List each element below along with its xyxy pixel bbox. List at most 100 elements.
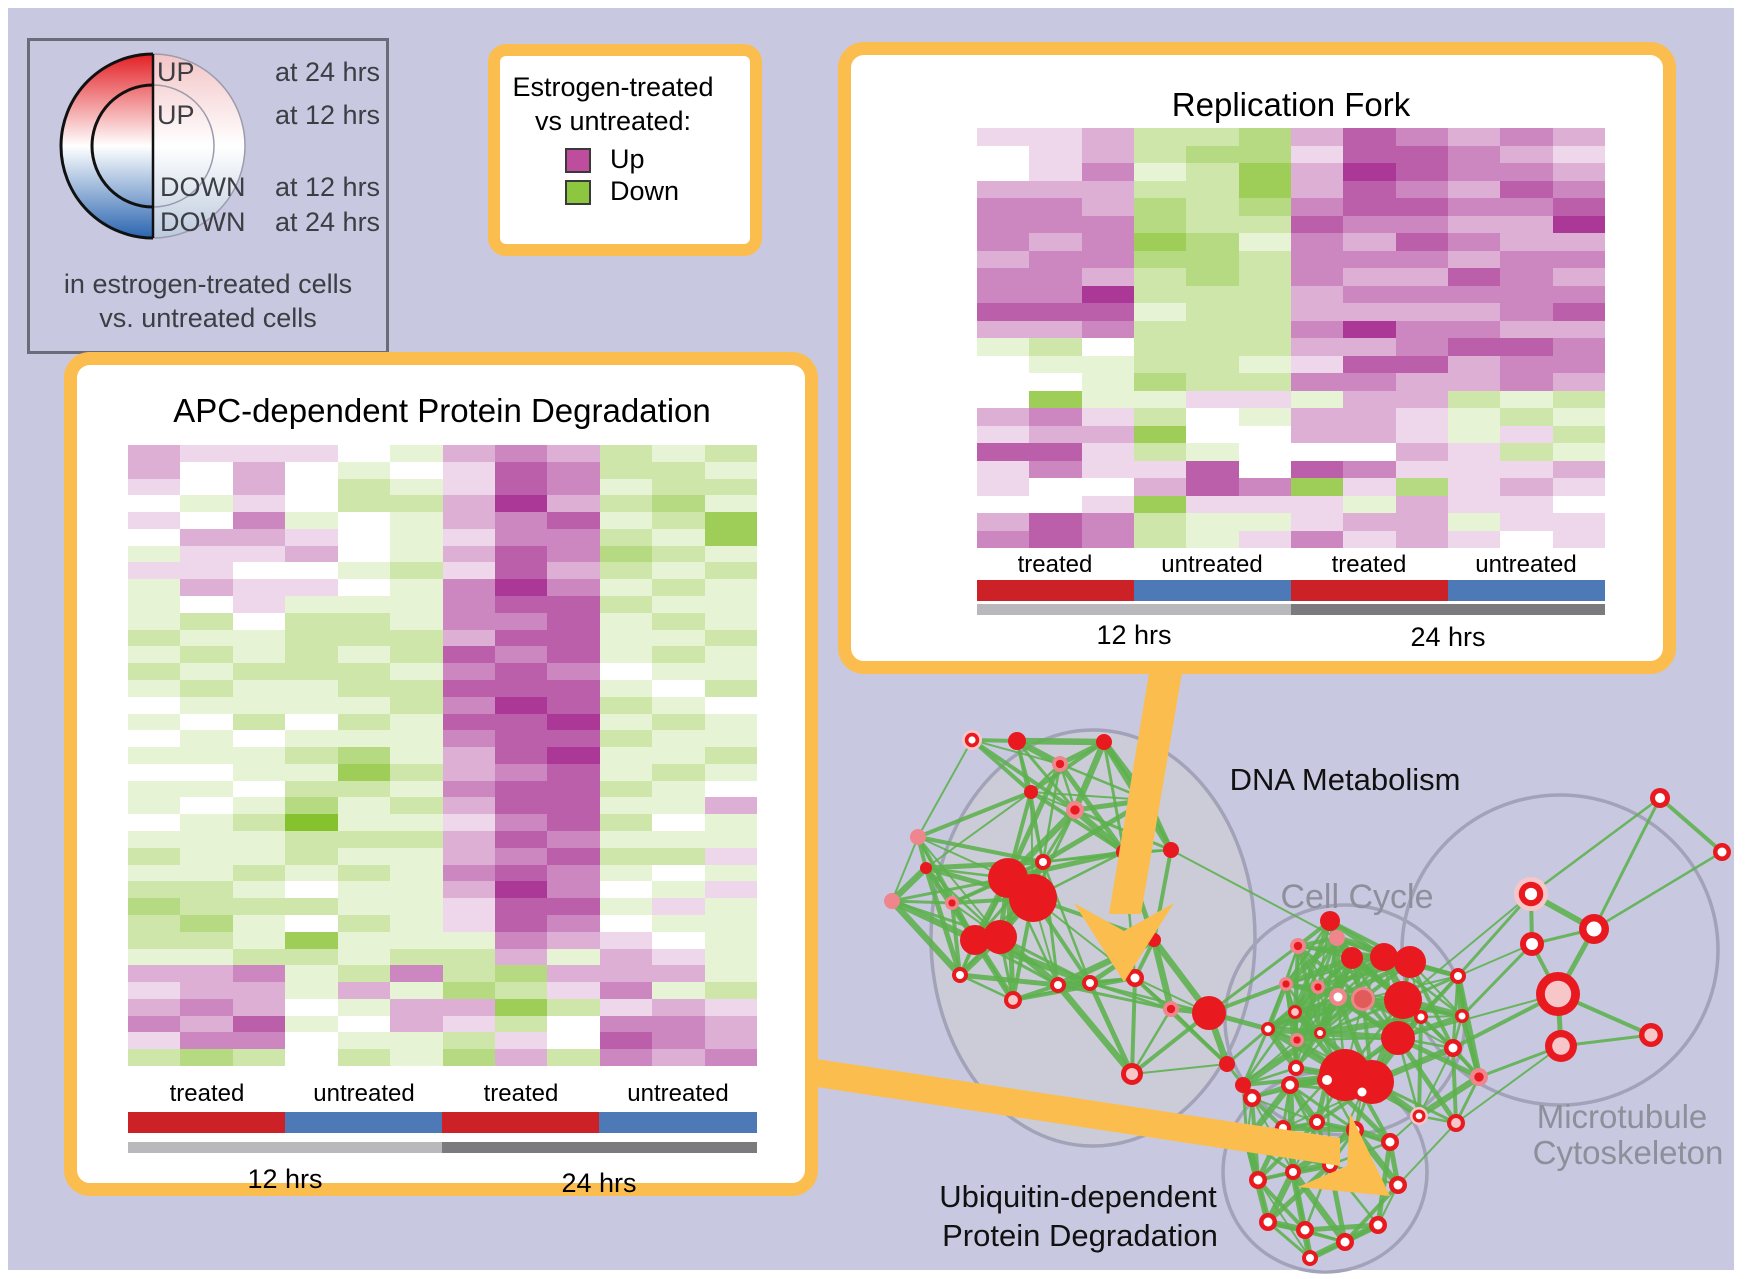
- network-cross-edge: [1170, 849, 1338, 939]
- network-node-pink: [1329, 930, 1345, 946]
- heatmap-cell: [180, 831, 233, 848]
- network-edge: [1089, 981, 1210, 1015]
- heatmap-cell: [1238, 180, 1291, 198]
- heatmap-cell: [128, 612, 181, 630]
- heatmap-cell: [1186, 373, 1239, 391]
- heatmap-cell: [1029, 128, 1082, 146]
- ring-time-24-down: at 24 hrs: [275, 207, 381, 237]
- heatmap-cell: [599, 1015, 653, 1033]
- heatmap-cell: [1186, 285, 1239, 303]
- heatmap-cell: [599, 864, 653, 882]
- heatmap-cell: [1343, 250, 1396, 268]
- heatmap-cell: [180, 646, 233, 664]
- heatmap-cell: [652, 696, 705, 714]
- node-layer: [1340, 1237, 1350, 1247]
- heatmap-cell: [1447, 285, 1501, 303]
- heatmap-cell: [1238, 390, 1291, 408]
- heatmap-cell: [1552, 390, 1605, 408]
- heatmap-cell: [652, 545, 705, 563]
- heatmap-cell: [285, 931, 338, 949]
- heatmap-cell: [977, 460, 1030, 478]
- heatmap-cell: [652, 898, 705, 915]
- down-color-swatch: [565, 180, 591, 205]
- node-layer: [1717, 847, 1727, 857]
- heatmap-cell: [652, 646, 705, 664]
- heatmap-cell: [599, 545, 653, 563]
- heatmap-cell: [1186, 163, 1239, 181]
- heatmap-cell: [128, 814, 181, 832]
- heatmap-cell: [1552, 530, 1605, 548]
- heatmap-cell: [180, 461, 233, 479]
- heatmap-cell: [1500, 215, 1553, 233]
- replication-fork-heatmap: [977, 128, 1605, 548]
- ring-label-up-inner: UP: [157, 100, 195, 130]
- heatmap-cell: [285, 847, 338, 865]
- heatmap-cell: [547, 512, 600, 529]
- heatmap-cell: [1186, 320, 1239, 338]
- heatmap-cell: [652, 612, 705, 630]
- node-layer: [1393, 1180, 1403, 1190]
- heatmap-cell: [1029, 495, 1082, 513]
- network-edge: [1041, 809, 1077, 863]
- heatmap-cell: [180, 1032, 233, 1050]
- network-node-wring: [1281, 1076, 1299, 1094]
- heatmap-cell: [704, 461, 757, 479]
- heatmap-cell: [128, 629, 181, 647]
- heatmap-cell: [232, 545, 286, 563]
- heatmap-cell: [285, 612, 338, 630]
- heatmap-cell: [704, 629, 757, 647]
- heatmap-cell: [1343, 408, 1396, 426]
- heatmap-cell: [1238, 128, 1291, 146]
- heatmap-cell: [1238, 303, 1291, 321]
- heatmap-cell: [1081, 530, 1134, 548]
- heatmap-cell: [652, 1032, 705, 1050]
- heatmap-cell: [180, 713, 233, 731]
- network-cross-edge: [1457, 943, 1533, 977]
- heatmap-cell: [128, 679, 181, 697]
- heatmap-cell: [1500, 478, 1553, 496]
- heatmap-cell: [128, 1049, 181, 1066]
- heatmap-cell: [1081, 145, 1134, 163]
- network-node-wring: [1249, 1171, 1267, 1189]
- heatmap-cell: [1290, 478, 1344, 496]
- heatmap-cell: [442, 478, 495, 496]
- heatmap-cell: [232, 747, 286, 764]
- heatmap-cell: [704, 696, 757, 714]
- heatmap-cell: [128, 965, 181, 983]
- node-layer: [1039, 858, 1047, 866]
- node-layer: [1451, 1118, 1461, 1128]
- heatmap-cell: [1133, 198, 1187, 216]
- heatmap-cell: [652, 445, 705, 462]
- heatmap-cell: [1395, 303, 1448, 321]
- network-edge: [1419, 974, 1460, 1019]
- heatmap-cell: [285, 763, 338, 781]
- heatmap-cell: [652, 881, 705, 899]
- heatmap-cell: [652, 495, 705, 513]
- heatmap-cell: [1238, 233, 1291, 251]
- heatmap-cell: [1447, 233, 1501, 251]
- heatmap-cell: [128, 545, 181, 563]
- heatmap-cell: [1552, 268, 1605, 286]
- network-edge: [959, 972, 1059, 988]
- heatmap-cell: [1133, 250, 1187, 268]
- node-layer: [1474, 1072, 1484, 1082]
- heatmap-cell: [337, 747, 391, 764]
- heatmap-cell: [1500, 163, 1553, 181]
- network-cross-edge: [1397, 1122, 1457, 1186]
- network-node-wring: [952, 967, 968, 983]
- heatmap-cell: [599, 780, 653, 798]
- heatmap-cell: [1290, 215, 1344, 233]
- rf-12hrs-bar: [977, 604, 1291, 615]
- ring-caption-line1: in estrogen-treated cells: [63, 269, 353, 299]
- heatmap-cell: [180, 881, 233, 899]
- node-layer: [1454, 972, 1462, 980]
- network-edge: [1459, 1015, 1482, 1078]
- rf-treated-bar-12: [977, 580, 1134, 601]
- heatmap-cell: [285, 747, 338, 764]
- heatmap-cell: [128, 461, 181, 479]
- heatmap-cell: [599, 445, 653, 462]
- heatmap-cell: [1290, 373, 1344, 391]
- heatmap-cell: [1029, 163, 1082, 181]
- heatmap-cell: [390, 612, 443, 630]
- heatmap-cell: [128, 713, 181, 731]
